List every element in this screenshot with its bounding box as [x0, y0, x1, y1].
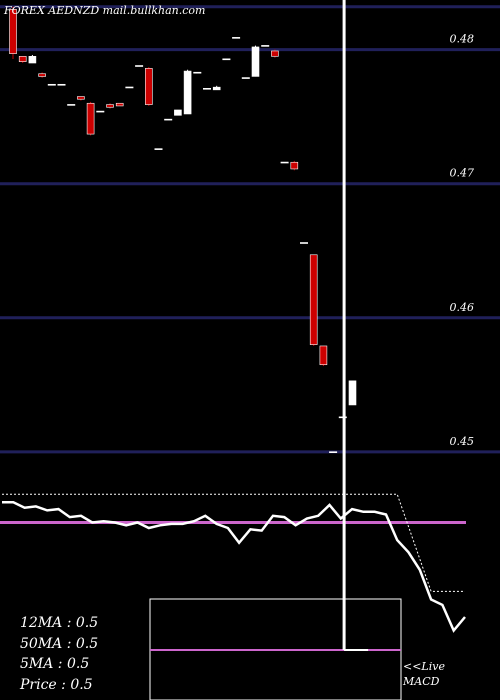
legend-12ma: 12MA : 0.5 — [20, 615, 99, 631]
y-tick-label: 0.46 — [450, 301, 475, 314]
candle-body — [18, 56, 27, 62]
candle-body — [106, 104, 114, 108]
candle-doji — [193, 71, 202, 74]
candle-doji — [125, 86, 134, 89]
legend-5ma: 5MA : 0.5 — [20, 656, 90, 672]
candle-body — [9, 9, 17, 54]
candle-doji — [261, 45, 270, 47]
candle-body — [251, 46, 260, 77]
candle-body — [86, 102, 95, 135]
candle-doji — [96, 110, 105, 113]
legend-price: Price : 0.5 — [20, 677, 93, 693]
indicator-signal-line — [2, 493, 465, 592]
candle-body — [319, 345, 328, 366]
live-cursor — [342, 0, 346, 650]
candle-body — [174, 109, 182, 116]
candle-body — [28, 56, 37, 64]
candle-doji — [241, 77, 250, 79]
candle-body — [183, 70, 192, 115]
candle-doji — [154, 148, 163, 150]
candle-body — [77, 96, 85, 100]
y-tick-label: 0.45 — [450, 435, 475, 448]
candle-body — [145, 68, 153, 105]
legend-50ma: 50MA : 0.5 — [20, 636, 99, 652]
candle-body — [115, 102, 124, 107]
candle-doji — [164, 118, 173, 121]
candle-body — [38, 73, 46, 77]
macd-label: MACD — [403, 675, 440, 688]
candle-body — [309, 254, 318, 345]
candle-doji — [135, 65, 144, 67]
candle-doji — [232, 37, 241, 39]
candle-doji — [329, 451, 338, 453]
y-tick-label: 0.47 — [450, 167, 475, 180]
candle-doji — [203, 88, 211, 90]
candle-doji — [222, 58, 231, 61]
candle-doji — [67, 104, 76, 106]
candle-doji — [300, 242, 308, 244]
y-tick-label: 0.48 — [450, 0, 475, 3]
candle-doji — [57, 83, 66, 86]
chart-title: FOREX AEDNZD mail.bullkhan.com — [4, 4, 206, 17]
live-label: <<Live — [403, 660, 445, 673]
candle-doji — [47, 83, 56, 86]
candle-doji — [280, 161, 289, 164]
candle-body — [212, 86, 221, 91]
indicator-line — [2, 501, 466, 633]
candle-body — [271, 50, 279, 57]
y-tick-label: 0.48 — [450, 33, 475, 46]
candle-body — [348, 380, 357, 406]
candle-body — [290, 161, 299, 170]
